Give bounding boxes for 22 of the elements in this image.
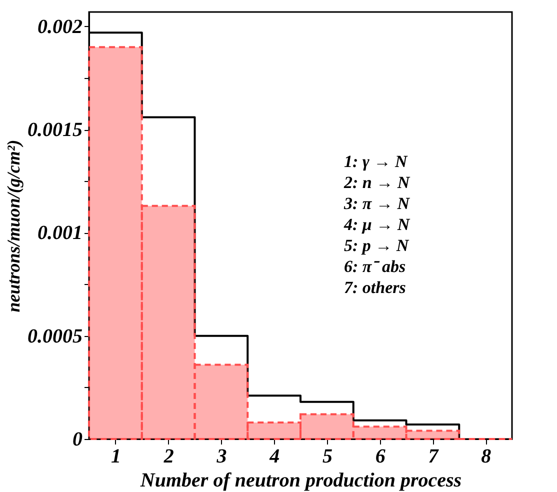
x-tick-label: 1	[110, 446, 121, 468]
x-tick-label: 7	[428, 446, 440, 468]
x-axis-title: Number of neutron production process	[139, 470, 462, 492]
annotation: 2: n → N	[343, 173, 410, 192]
y-axis-title: neutrons/muon/(g/cm²)	[4, 140, 24, 312]
y-tick-label: 0.001	[38, 222, 82, 244]
annotation: 1: γ → N	[344, 152, 408, 171]
y-tick-label: 0.0015	[28, 119, 82, 142]
x-tick-label: 5	[322, 446, 332, 468]
x-tick-label: 3	[216, 446, 227, 468]
y-tick-label: 0.0005	[28, 325, 82, 348]
x-tick-label: 6	[375, 446, 386, 468]
y-tick-label: 0.002	[38, 16, 82, 38]
annotation: 6: π⁻ abs	[344, 257, 406, 276]
annotation: 3: π → N	[343, 194, 410, 213]
x-tick-label: 8	[481, 446, 492, 468]
y-tick-label: 0	[72, 428, 82, 450]
annotation: 5: p → N	[344, 236, 410, 255]
annotation: 7: others	[344, 278, 406, 297]
x-tick-label: 2	[162, 446, 174, 468]
x-tick-label: 4	[268, 446, 280, 468]
annotation: 4: μ → N	[343, 215, 410, 234]
